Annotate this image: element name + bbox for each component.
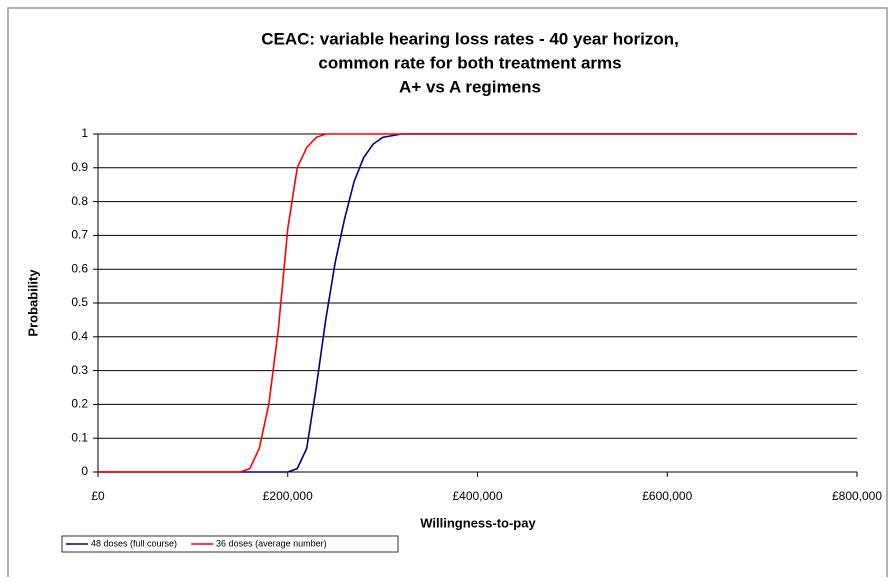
x-tick-label: £400,000 <box>452 489 502 503</box>
series-line <box>98 133 857 473</box>
legend-label: 36 doses (average number) <box>216 538 327 548</box>
y-tick-label: 0 <box>81 464 88 478</box>
legend-label: 48 doses (full course) <box>91 538 177 548</box>
x-tick-label: £0 <box>91 489 105 503</box>
y-tick-label: 0.6 <box>71 261 88 275</box>
y-tick-label: 0.1 <box>71 430 88 444</box>
x-axis-title: Willingness-to-pay <box>420 515 536 530</box>
chart-title: A+ vs A regimens <box>399 77 541 96</box>
chart-title: CEAC: variable hearing loss rates - 40 y… <box>261 29 679 48</box>
y-tick-label: 0.7 <box>71 228 88 242</box>
y-tick-label: 0.4 <box>71 329 88 343</box>
y-tick-label: 0.9 <box>71 160 88 174</box>
y-tick-label: 0.5 <box>71 295 88 309</box>
chart-title: common rate for both treatment arms <box>318 53 621 72</box>
x-tick-label: £800,000 <box>832 489 882 503</box>
y-tick-label: 0.3 <box>71 363 88 377</box>
y-tick-label: 0.8 <box>71 194 88 208</box>
y-tick-label: 1 <box>81 126 88 140</box>
legend-box <box>61 535 399 553</box>
series-line <box>98 133 857 473</box>
x-tick-label: £200,000 <box>263 489 313 503</box>
y-axis-title: Probability <box>25 269 40 337</box>
x-tick-label: £600,000 <box>642 489 692 503</box>
y-tick-label: 0.2 <box>71 397 88 411</box>
chart-area <box>7 7 888 582</box>
